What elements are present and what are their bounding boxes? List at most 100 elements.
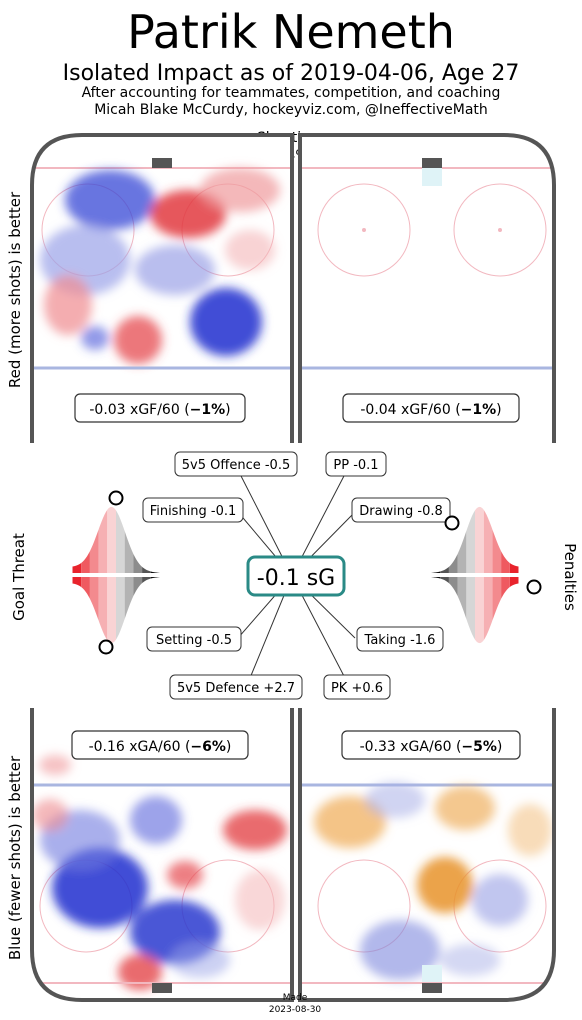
distribution-band — [509, 577, 519, 588]
distribution-band — [124, 577, 134, 619]
distribution-band — [98, 509, 108, 573]
goal-threat-label: Goal Threat — [10, 533, 28, 621]
distribution-band — [81, 577, 90, 599]
distribution-band — [98, 577, 108, 641]
component-ev-defence: 5v5 Defence +2.7 — [169, 674, 303, 700]
penalties-distribution — [431, 506, 542, 644]
distribution-band — [116, 510, 125, 573]
pp-offence-rate: -0.04 xGF/60 ( — [360, 402, 460, 418]
component-finishing-label: Finishing -0.1 — [150, 504, 237, 519]
rink-pp-offence — [298, 133, 556, 443]
component-drawing: Drawing -0.8 — [351, 497, 451, 523]
distribution-band — [440, 566, 449, 573]
distribution-band — [466, 510, 475, 573]
ev-offence-rate: -0.03 xGF/60 ( — [89, 402, 189, 418]
distribution-band — [483, 509, 493, 573]
pk-defence-rate-box: -0.33 xGA/60 (−5%) — [341, 730, 521, 760]
component-ev-defence-label: 5v5 Defence +2.7 — [177, 681, 295, 696]
chart-credit: Micah Blake McCurdy, hockeyviz.com, @Ine… — [94, 102, 488, 118]
component-ev-offence-label: 5v5 Offence -0.5 — [182, 458, 290, 473]
distribution-band — [89, 529, 99, 573]
pk-defence-heatmap — [314, 782, 552, 980]
distribution-band — [107, 506, 116, 573]
distribution-band — [81, 551, 90, 573]
taking-marker — [526, 579, 542, 595]
pk-defence-pct: −5% — [461, 739, 497, 755]
distribution-band — [475, 506, 484, 573]
distribution-band — [107, 577, 116, 644]
total-sg-value: -0.1 sG — [257, 566, 335, 591]
distribution-band — [448, 577, 458, 596]
distribution-band — [89, 577, 99, 621]
distribution-band — [133, 577, 143, 596]
pp-offence-pct: −1% — [461, 402, 497, 418]
distribution-band — [142, 577, 151, 584]
ev-offence-close: ) — [225, 402, 230, 418]
svg-text:-0.33 xGA/60 (−5%): -0.33 xGA/60 (−5%) — [360, 739, 503, 755]
chart-note: After accounting for teammates, competit… — [82, 85, 501, 101]
distribution-band — [133, 554, 143, 573]
setting-marker — [98, 639, 114, 655]
distribution-band — [501, 577, 510, 599]
distribution-band — [448, 554, 458, 573]
distribution-band — [150, 577, 160, 579]
component-taking: Taking -1.6 — [356, 626, 444, 652]
pp-offence-close: ) — [496, 402, 501, 418]
pk-defence-rate: -0.33 xGA/60 ( — [360, 739, 462, 755]
component-setting: Setting -0.5 — [146, 626, 242, 652]
distribution-band — [492, 529, 502, 573]
distribution-band — [431, 571, 441, 573]
component-pk-label: PK +0.6 — [331, 681, 383, 696]
ev-defence-heatmap — [32, 755, 287, 990]
ev-offence-rate-box: -0.03 xGF/60 (−1%) — [74, 393, 246, 423]
made-date: 2023-08-30 — [269, 1005, 322, 1015]
ev-defence-rate: -0.16 xGA/60 ( — [89, 739, 191, 755]
component-finishing: Finishing -0.1 — [142, 497, 244, 523]
distribution-band — [142, 566, 151, 573]
made-label: Made — [283, 993, 308, 1003]
distribution-band — [116, 577, 125, 640]
distribution-band — [431, 577, 441, 579]
component-taking-label: Taking -1.6 — [364, 633, 436, 648]
pp-offence-rate-box: -0.04 xGF/60 (−1%) — [342, 393, 520, 423]
bottom-side-label: Blue (fewer shots) is better — [6, 755, 24, 960]
component-pk: PK +0.6 — [323, 674, 391, 700]
rink-ev-offence — [30, 133, 294, 443]
component-pp-label: PP -0.1 — [333, 458, 378, 473]
drawing-marker — [444, 515, 460, 531]
ev-defence-pct: −6% — [190, 739, 226, 755]
ev-defence-rate-box: -0.16 xGA/60 (−6%) — [71, 730, 249, 760]
ev-offence-pct: −1% — [190, 402, 226, 418]
svg-text:-0.04 xGF/60 (−1%): -0.04 xGF/60 (−1%) — [360, 402, 501, 418]
distribution-band — [124, 531, 134, 573]
distribution-band — [466, 577, 475, 640]
distribution-band — [492, 577, 502, 621]
penalties-label: Penalties — [561, 543, 579, 611]
chart-subtitle: Isolated Impact as of 2019-04-06, Age 27 — [63, 61, 520, 86]
distribution-band — [457, 577, 467, 619]
svg-text:-0.16 xGA/60 (−6%): -0.16 xGA/60 (−6%) — [89, 739, 232, 755]
distribution-band — [72, 577, 82, 588]
top-side-label: Red (more shots) is better — [6, 191, 24, 388]
goal-threat-distribution — [72, 490, 160, 655]
distribution-band — [475, 577, 484, 644]
distribution-band — [501, 551, 510, 573]
total-sg-box: -0.1 sG — [246, 555, 346, 597]
component-ev-offence: 5v5 Offence -0.5 — [174, 451, 298, 477]
component-setting-label: Setting -0.5 — [156, 633, 232, 648]
distribution-band — [457, 531, 467, 573]
ev-offence-heatmap — [40, 168, 280, 364]
distribution-band — [72, 562, 82, 573]
distribution-band — [440, 577, 449, 584]
distribution-band — [509, 562, 519, 573]
ev-defence-close: ) — [226, 739, 231, 755]
component-pp: PP -0.1 — [325, 451, 387, 477]
distribution-band — [483, 577, 493, 641]
distribution-band — [150, 571, 160, 573]
chart-title: Patrik Nemeth — [127, 5, 455, 59]
svg-text:-0.03 xGF/60 (−1%): -0.03 xGF/60 (−1%) — [89, 402, 230, 418]
component-drawing-label: Drawing -0.8 — [359, 504, 443, 519]
finishing-marker — [108, 490, 124, 506]
pk-defence-close: ) — [497, 739, 502, 755]
